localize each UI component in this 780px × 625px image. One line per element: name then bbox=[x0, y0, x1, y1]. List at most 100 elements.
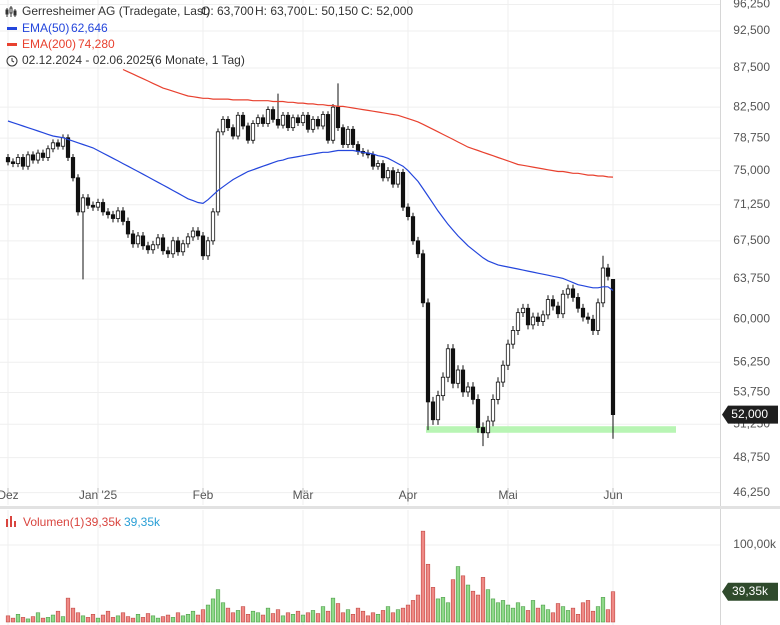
volume-bar bbox=[280, 615, 286, 623]
support-zone bbox=[426, 426, 676, 433]
volume-bar bbox=[610, 591, 616, 623]
volume-title: Volumen(1) bbox=[23, 515, 84, 529]
volume-bar bbox=[375, 614, 381, 623]
x-tick-label: Jan '25 bbox=[79, 488, 118, 502]
volume-bar bbox=[455, 566, 461, 623]
candle-body bbox=[120, 210, 126, 222]
candle-body bbox=[205, 240, 211, 257]
y-tick-label: 75,000 bbox=[733, 163, 770, 177]
volume-bar bbox=[295, 610, 301, 623]
volume-icon bbox=[6, 516, 16, 527]
volume-bar bbox=[335, 603, 341, 623]
candle-body bbox=[460, 369, 466, 393]
candle-body bbox=[525, 307, 531, 326]
y-tick-label: 56,250 bbox=[733, 354, 770, 368]
candle-body bbox=[230, 127, 236, 137]
candle-body bbox=[165, 250, 171, 255]
volume-bar bbox=[315, 613, 321, 623]
candle-body bbox=[45, 148, 51, 158]
x-tick-label: Mär bbox=[293, 488, 314, 502]
candle-body bbox=[590, 318, 596, 331]
volume-bar bbox=[435, 598, 441, 623]
volume-bar bbox=[550, 612, 556, 623]
candle-body bbox=[490, 398, 496, 422]
volume-bar bbox=[340, 612, 346, 623]
volume-bar bbox=[50, 614, 56, 623]
volume-bar bbox=[415, 594, 421, 623]
candle-body bbox=[170, 240, 176, 255]
candle-body bbox=[480, 427, 486, 434]
volume-bar bbox=[460, 575, 466, 623]
volume-value: 39,35k bbox=[124, 515, 161, 529]
volume-bar bbox=[365, 615, 371, 623]
candle-body bbox=[415, 240, 421, 255]
candle-body bbox=[115, 210, 121, 219]
candle-body bbox=[570, 288, 576, 298]
candle-body bbox=[440, 376, 446, 397]
candle-body bbox=[195, 230, 201, 237]
candle-body bbox=[315, 118, 321, 127]
volume-bar bbox=[605, 609, 611, 623]
volume-bar bbox=[500, 600, 506, 623]
volume-bar bbox=[180, 615, 186, 623]
volume-bar bbox=[525, 610, 531, 623]
candle-body bbox=[470, 386, 476, 400]
volume-bar bbox=[265, 607, 271, 623]
ema-line bbox=[122, 68, 614, 178]
volume-bar bbox=[110, 617, 116, 623]
candle-body bbox=[260, 117, 266, 124]
volume-bar bbox=[80, 615, 86, 623]
legend-swatch bbox=[7, 27, 17, 30]
volume-bar bbox=[100, 614, 106, 623]
volume-bar bbox=[505, 604, 511, 623]
volume-bar bbox=[345, 609, 351, 623]
volume-bar bbox=[560, 606, 566, 623]
volume-bar bbox=[125, 616, 131, 623]
volume-bar bbox=[215, 589, 221, 623]
volume-bar bbox=[380, 610, 386, 623]
candle-body bbox=[430, 401, 436, 421]
volume-bar bbox=[465, 584, 471, 623]
x-tick-label: Mai bbox=[498, 488, 517, 502]
volume-bar bbox=[130, 617, 136, 623]
x-tick-label: Dez bbox=[0, 488, 19, 502]
ohlc-label: O: 63,700 bbox=[201, 4, 254, 18]
candle-body bbox=[285, 114, 291, 129]
volume-bar bbox=[30, 616, 36, 623]
candle-body bbox=[135, 235, 141, 245]
candle-body bbox=[65, 137, 71, 158]
candle-body bbox=[330, 106, 336, 141]
volume-bar bbox=[85, 617, 91, 623]
candle-body bbox=[520, 307, 526, 314]
candle-body bbox=[550, 299, 556, 307]
candle-body bbox=[80, 197, 86, 213]
volume-marker-label: 39,35k bbox=[732, 584, 769, 598]
volume-bar bbox=[510, 607, 516, 623]
candle-body bbox=[210, 211, 216, 242]
candle-body bbox=[5, 157, 11, 163]
ema-line bbox=[7, 120, 614, 291]
candle-body bbox=[145, 245, 151, 251]
x-tick-label: Apr bbox=[399, 488, 418, 502]
y-tick-label: 87,500 bbox=[733, 60, 770, 74]
ohlc-label: C: 52,000 bbox=[361, 4, 413, 18]
y-tick-label: 63,750 bbox=[733, 271, 770, 285]
chart-icon bbox=[5, 6, 17, 17]
volume-bar bbox=[585, 600, 591, 623]
volume-bar bbox=[480, 577, 486, 623]
volume-bar bbox=[60, 616, 66, 623]
volume-bar bbox=[520, 606, 526, 623]
volume-bar bbox=[120, 612, 126, 623]
candle-body bbox=[30, 154, 36, 161]
y-tick-label: 100,00k bbox=[733, 537, 777, 551]
volume-bar bbox=[540, 604, 546, 623]
candle-body bbox=[380, 163, 386, 179]
candle-body bbox=[35, 152, 41, 161]
volume-bar bbox=[250, 610, 256, 623]
candle-body bbox=[270, 109, 276, 120]
candle-body bbox=[70, 157, 76, 179]
volume-bar bbox=[145, 613, 151, 623]
candle-body bbox=[340, 127, 346, 145]
candle-body bbox=[345, 128, 351, 145]
